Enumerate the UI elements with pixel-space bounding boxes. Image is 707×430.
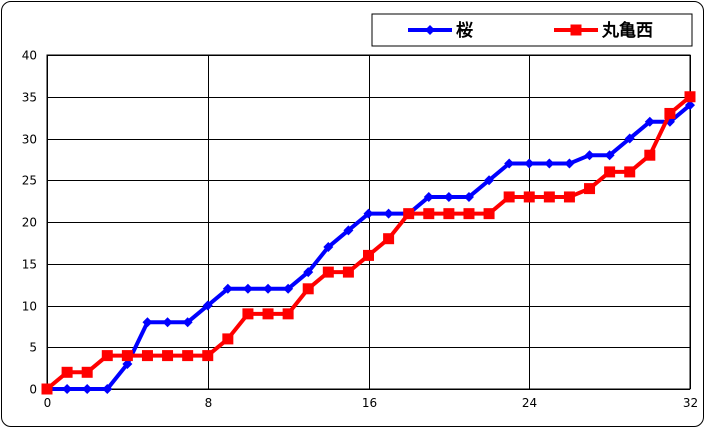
y-tick-label: 25	[22, 174, 37, 188]
data-point	[604, 150, 615, 161]
data-point	[524, 158, 535, 169]
data-point	[644, 116, 655, 127]
data-point	[343, 225, 354, 236]
legend-label: 丸亀西	[601, 20, 653, 41]
data-point	[383, 208, 394, 219]
data-point	[182, 350, 194, 362]
data-point	[644, 149, 656, 161]
data-point	[141, 350, 153, 362]
grid	[46, 54, 691, 390]
data-point	[303, 267, 314, 278]
data-point	[62, 384, 73, 394]
data-point	[684, 91, 696, 103]
data-point	[81, 366, 93, 378]
data-point	[383, 233, 395, 245]
data-point	[122, 358, 133, 369]
data-point	[664, 107, 676, 119]
y-tick-label: 30	[22, 133, 37, 147]
data-point	[484, 175, 495, 186]
x-tick-label: 16	[362, 396, 377, 410]
x-tick-label: 8	[205, 396, 213, 410]
data-point	[624, 166, 636, 178]
data-point	[604, 166, 616, 178]
data-point	[563, 191, 575, 203]
data-point	[202, 350, 214, 362]
data-point	[222, 333, 234, 345]
legend-swatch-marker	[425, 25, 435, 35]
data-point	[443, 208, 455, 220]
y-tick-label: 10	[22, 300, 37, 314]
data-point	[423, 191, 434, 202]
x-tick-label: 32	[683, 396, 698, 410]
data-point	[363, 208, 374, 219]
data-point	[342, 266, 354, 278]
data-point	[544, 158, 555, 169]
data-point	[403, 208, 415, 220]
series-2	[41, 91, 696, 395]
data-point	[162, 317, 173, 328]
data-point	[202, 300, 213, 311]
data-point	[302, 283, 314, 295]
y-axis-ticks: 0 5 10 15 20 25 30 35 40	[22, 49, 37, 397]
data-point	[483, 208, 495, 220]
legend: 桜 丸亀西	[371, 13, 693, 47]
series-layer	[41, 91, 696, 395]
y-tick-label: 20	[22, 216, 37, 230]
data-point	[162, 350, 174, 362]
data-point	[222, 283, 233, 294]
data-point	[463, 208, 475, 220]
y-tick-label: 15	[22, 258, 37, 272]
data-point	[242, 283, 253, 294]
data-point	[584, 150, 595, 161]
data-point	[443, 191, 454, 202]
legend-swatch-marker	[570, 24, 582, 36]
x-axis-ticks: 0 8 16 24 32	[44, 396, 698, 410]
data-point	[504, 158, 515, 169]
data-point	[523, 191, 535, 203]
data-point	[685, 100, 695, 111]
data-point	[463, 191, 474, 202]
data-point	[102, 384, 113, 394]
legend-label: 桜	[456, 20, 473, 41]
data-point	[322, 266, 334, 278]
data-point	[323, 242, 334, 253]
data-point	[61, 366, 73, 378]
data-point	[142, 317, 153, 328]
data-point	[263, 283, 274, 294]
data-point	[262, 308, 274, 320]
data-point	[423, 208, 435, 220]
data-point	[101, 350, 113, 362]
y-tick-label: 0	[29, 383, 37, 397]
data-point	[564, 158, 575, 169]
data-point	[182, 317, 193, 328]
data-point	[242, 308, 254, 320]
data-point	[82, 384, 93, 394]
data-point	[283, 283, 294, 294]
data-point	[624, 133, 635, 144]
data-point	[121, 350, 133, 362]
data-point	[503, 191, 515, 203]
data-point	[363, 249, 374, 261]
x-tick-label: 24	[522, 396, 537, 410]
data-point	[584, 183, 596, 195]
data-point	[282, 308, 294, 320]
data-point	[543, 191, 555, 203]
y-tick-label: 5	[29, 341, 37, 355]
y-tick-label: 40	[22, 49, 37, 63]
data-point	[41, 383, 53, 395]
y-tick-label: 35	[22, 91, 37, 105]
x-tick-label: 0	[44, 396, 52, 410]
